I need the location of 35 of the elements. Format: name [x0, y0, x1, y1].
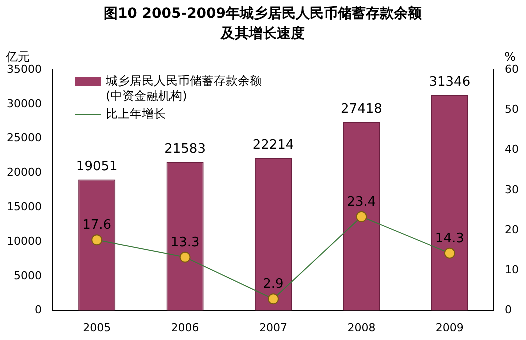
data-label: 27418: [341, 102, 382, 118]
data-label: 2.9: [263, 277, 284, 292]
y-tick-label: 5000: [14, 269, 42, 282]
chart-title: 图10 2005-2009年城乡居民人民币储蓄存款余额及其增长速度: [103, 4, 423, 44]
y-tick-label: 15000: [6, 200, 42, 214]
legend-label: 比上年增长: [106, 107, 166, 122]
y-tick-label: 0: [34, 304, 42, 317]
y2-tick-label: 30: [505, 183, 520, 196]
x-tick-label: 2008: [348, 321, 376, 334]
y2-tick-label: 50: [505, 102, 520, 116]
y-tick-label: 30000: [6, 97, 42, 110]
y2-tick-label: 0: [505, 304, 512, 317]
x-tick-label: 2006: [171, 321, 200, 334]
data-label: 21583: [164, 142, 206, 158]
y-tick-label: 25000: [6, 132, 42, 145]
data-label: 31346: [429, 75, 471, 90]
y2-tick-label: 40: [505, 143, 520, 156]
x-tick-label: 2005: [83, 321, 112, 334]
legend-label: 城乡居民人民币储蓄存款余额(中资金融机构): [106, 74, 263, 104]
y-tick-label: 10000: [6, 234, 42, 248]
data-label: 13.3: [170, 235, 200, 250]
x-tick-label: 2007: [260, 321, 288, 334]
y-axis-title: 亿元: [5, 50, 30, 64]
y2-axis-title: %: [504, 50, 516, 64]
y2-tick-label: 10: [505, 264, 520, 277]
y-tick-label: 35000: [6, 62, 42, 76]
y-tick-label: 20000: [6, 166, 42, 180]
x-tick-label: 2009: [436, 321, 464, 334]
data-label: 17.6: [82, 218, 112, 234]
data-label: 14.3: [435, 231, 464, 246]
data-label: 23.4: [347, 194, 376, 210]
y2-tick-label: 20: [505, 223, 520, 236]
data-label: 22214: [252, 138, 294, 153]
data-label: 19051: [76, 160, 118, 175]
y2-tick-label: 60: [505, 62, 520, 76]
